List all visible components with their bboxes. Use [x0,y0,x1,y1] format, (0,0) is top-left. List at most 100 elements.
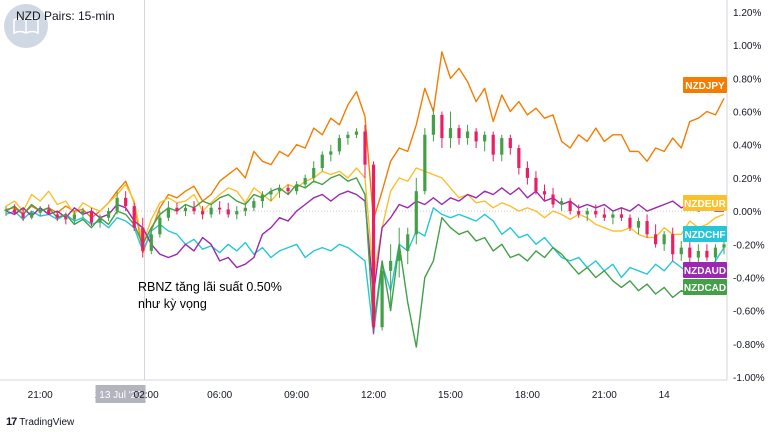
candle-body[interactable] [619,214,624,218]
candle-body[interactable] [551,194,555,205]
candle-body[interactable] [115,197,119,212]
candle-body[interactable] [252,201,256,208]
candle-body[interactable] [602,214,606,218]
candle-body[interactable] [423,134,427,192]
candle-body[interactable] [277,187,282,192]
candle-body[interactable] [559,201,564,205]
candle-body[interactable] [354,131,359,135]
candle-body[interactable] [192,207,196,212]
candle-body[interactable] [542,191,547,195]
candle-body[interactable] [483,134,487,142]
series-line-nzdjpy[interactable] [5,51,725,254]
tradingview-logo[interactable]: 17 TradingView [6,416,74,428]
candle-body[interactable] [406,234,410,251]
candle-body[interactable] [320,154,324,168]
candle-body[interactable] [397,250,401,261]
candle-body[interactable] [448,128,453,139]
candle-body[interactable] [218,207,222,210]
candle-body[interactable] [654,234,658,245]
candle-body[interactable] [662,234,666,245]
candle-body[interactable] [713,247,718,258]
candle-body[interactable] [628,217,632,228]
candle-body[interactable] [431,114,435,135]
candle-body[interactable] [491,134,495,155]
candle-body[interactable] [508,138,512,149]
candle-body[interactable] [312,167,316,178]
candle-body[interactable] [30,212,34,218]
candle-body[interactable] [226,209,230,215]
candle-body[interactable] [286,187,290,192]
candle-body[interactable] [389,260,393,271]
candle-body[interactable] [269,191,273,195]
candle-body[interactable] [235,211,239,215]
candle-body[interactable] [132,206,136,228]
y-tick-label: 0.60% [733,108,761,119]
candle-body[interactable] [243,207,247,212]
candle-body[interactable] [705,250,709,258]
candle-body[interactable] [55,214,59,218]
candle-body[interactable] [722,244,726,248]
candle-body[interactable] [12,209,17,213]
candle-body[interactable] [517,148,521,168]
candle-body[interactable] [166,207,171,218]
candle-body[interactable] [636,221,641,228]
candle-body[interactable] [568,201,572,212]
series-line-nzdcad[interactable] [5,173,725,348]
candle-body[interactable] [183,207,188,212]
candle-body[interactable] [440,114,444,139]
candle-body[interactable] [465,131,470,139]
candle-body[interactable] [363,131,367,165]
candle-body[interactable] [303,177,307,185]
y-tick-label: 0.20% [733,174,761,185]
candle-body[interactable] [645,221,649,235]
candle-body[interactable] [64,217,68,220]
candle-body[interactable] [457,128,461,139]
series-label-badge [683,77,727,93]
candle-body[interactable] [371,164,376,328]
candle-body[interactable] [671,234,675,255]
candle-body[interactable] [414,191,418,235]
y-tick-label: -0.80% [733,340,765,351]
candle-body[interactable] [209,207,213,215]
candle-body[interactable] [89,211,94,223]
candle-body[interactable] [260,194,265,202]
candle-body[interactable] [106,211,111,218]
candle-body[interactable] [585,211,589,215]
candle-body[interactable] [72,214,76,220]
candle-body[interactable] [500,138,504,155]
candle-body[interactable] [149,234,153,251]
candle-body[interactable] [688,247,692,258]
series-label-badge [683,262,727,278]
candle-body[interactable] [175,207,179,212]
candle-body[interactable] [346,134,350,139]
candle-body[interactable] [534,177,538,192]
x-tick-label: 02:00 [134,390,159,401]
x-tick-label: 15:00 [438,390,463,401]
candle-body[interactable] [380,270,384,328]
candle-body[interactable] [21,212,25,218]
candle-body[interactable] [158,217,162,235]
candle-body[interactable] [525,167,530,178]
candle-body[interactable] [611,214,615,218]
candle-body[interactable] [295,184,299,192]
candle-body[interactable] [696,250,700,258]
candle-body[interactable] [81,211,85,215]
candle-body[interactable] [141,227,145,251]
candle-body[interactable] [329,151,333,155]
candle-body[interactable] [4,209,8,212]
x-tick-label: 12:00 [361,390,386,401]
y-tick-label: 1.20% [733,8,761,19]
candle-body[interactable] [577,211,581,215]
candle-body[interactable] [98,217,102,223]
candle-body[interactable] [200,211,205,215]
candle-body[interactable] [474,131,478,142]
candle-body[interactable] [337,138,341,152]
candle-body[interactable] [594,211,598,215]
candle-body[interactable] [38,209,42,213]
candle-body[interactable] [47,209,51,215]
candle-body[interactable] [679,247,683,255]
y-tick-label: -1.00% [733,373,765,384]
y-tick-label: 0.00% [733,207,761,218]
candle-body[interactable] [124,197,128,207]
